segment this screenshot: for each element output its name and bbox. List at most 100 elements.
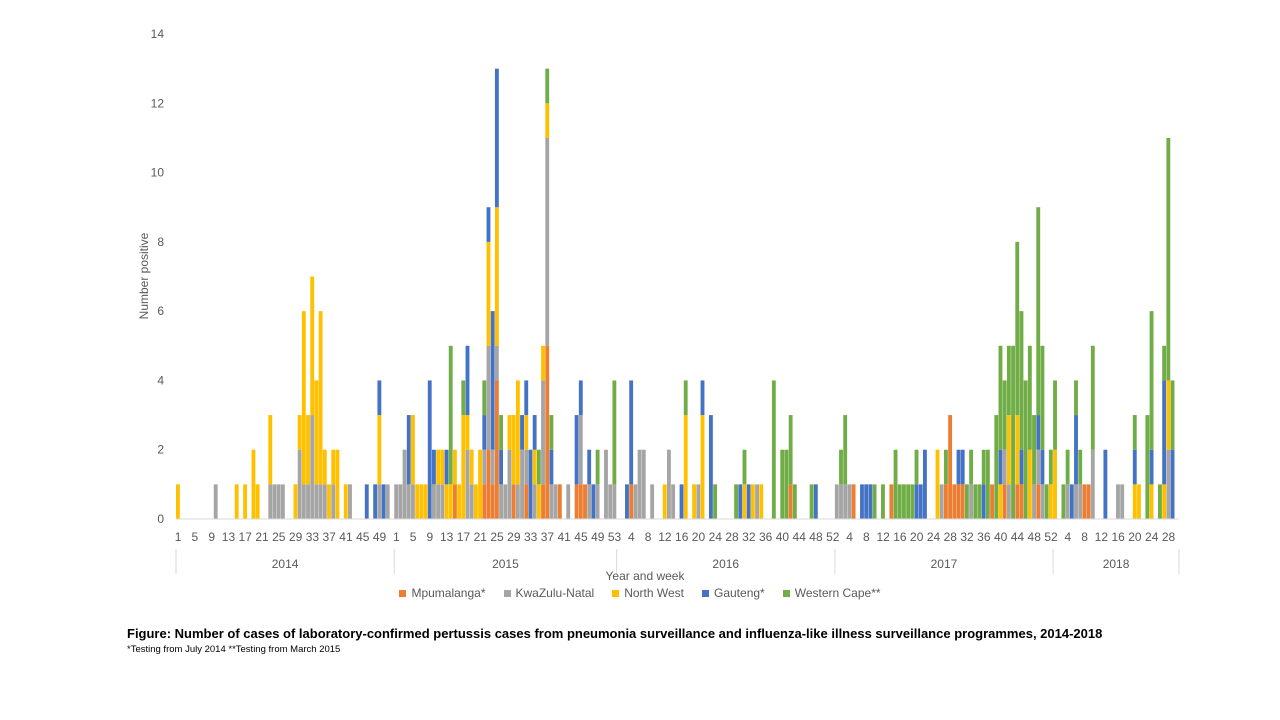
bar-segment xyxy=(868,484,873,519)
x-tick-label: 33 xyxy=(306,530,320,544)
x-tick-label: 33 xyxy=(524,530,538,544)
bar-segment xyxy=(494,380,499,519)
bar-segment xyxy=(176,484,180,519)
bar-segment xyxy=(482,449,487,485)
bar-segment xyxy=(1048,449,1053,485)
bar-segment xyxy=(906,484,911,519)
legend-item: KwaZulu-Natal xyxy=(389,586,595,600)
bar-segment xyxy=(385,484,390,519)
x-tick-label: 9 xyxy=(427,530,434,544)
bar-segment xyxy=(528,449,533,519)
x-tick-label: 20 xyxy=(1128,530,1142,544)
x-tick-label: 28 xyxy=(944,530,958,544)
x-tick-label: 41 xyxy=(558,530,572,544)
bar-segment xyxy=(322,449,327,485)
bar-segment xyxy=(448,345,453,485)
x-tick-label: 48 xyxy=(1028,530,1042,544)
bar-segment xyxy=(595,484,600,519)
bar-segment xyxy=(452,449,457,485)
bar-segment xyxy=(897,484,902,519)
bar-segment xyxy=(310,276,315,416)
bar-segment xyxy=(536,449,541,485)
bar-segment xyxy=(536,484,541,519)
x-tick-label: 4 xyxy=(1064,530,1071,544)
bar-segment xyxy=(700,415,705,519)
bar-segment xyxy=(692,484,697,519)
legend-item: Mpumalanga* xyxy=(399,586,486,600)
legend-label: Gauteng* xyxy=(714,586,765,600)
bar-segment xyxy=(587,484,592,519)
bar-segment xyxy=(318,484,323,519)
y-tick-label: 6 xyxy=(157,304,164,318)
bar-segment xyxy=(469,449,474,485)
bar-segment xyxy=(662,484,667,519)
bar-segment xyxy=(1170,380,1175,450)
bar-segment xyxy=(507,415,512,450)
legend-label: KwaZulu-Natal xyxy=(515,586,595,600)
y-tick-label: 10 xyxy=(151,166,165,180)
x-tick-label: 29 xyxy=(507,530,521,544)
bar-segment xyxy=(683,380,688,416)
bar-segment xyxy=(1027,449,1032,519)
bar-segment xyxy=(637,449,642,519)
bar-segment xyxy=(524,484,529,519)
bar-segment xyxy=(557,484,562,519)
bar-segment xyxy=(625,484,629,519)
x-axis-title: Year and week xyxy=(606,569,686,583)
bar-segment xyxy=(864,484,869,519)
x-tick-label: 8 xyxy=(1081,530,1088,544)
caption-note: *Testing from July 2014 **Testing from M… xyxy=(127,644,341,655)
bar-segment xyxy=(1074,415,1078,485)
bar-segment xyxy=(742,484,747,519)
bar-segment xyxy=(914,449,919,485)
x-tick-label: 24 xyxy=(1145,530,1159,544)
bar-segment xyxy=(545,345,550,519)
x-tick-label: 12 xyxy=(876,530,890,544)
bar-segment xyxy=(1116,484,1120,519)
bar-segment xyxy=(377,415,382,485)
bar-segment xyxy=(1019,311,1024,450)
bar-segment xyxy=(889,484,894,519)
bar-segment xyxy=(436,484,441,519)
bar-segment xyxy=(914,484,919,519)
bar-segment xyxy=(591,484,596,519)
bar-segment xyxy=(419,484,424,519)
bar-segment xyxy=(306,415,310,485)
bars xyxy=(176,68,1175,519)
bar-segment xyxy=(784,449,789,519)
bar-segment xyxy=(1040,449,1045,485)
legend-swatch xyxy=(782,589,790,597)
bar-segment xyxy=(1053,449,1057,519)
bar-segment xyxy=(990,484,995,519)
bar-segment xyxy=(465,345,470,416)
legend-label: Western Cape** xyxy=(794,586,881,600)
bar-segment xyxy=(482,415,487,450)
bar-segment xyxy=(583,484,587,519)
bar-segment xyxy=(272,484,277,519)
bar-segment xyxy=(297,449,302,519)
bar-segment xyxy=(994,415,999,519)
bar-segment xyxy=(545,137,550,346)
year-label: 2017 xyxy=(931,557,958,571)
bar-segment xyxy=(1103,449,1108,519)
bar-segment xyxy=(1061,484,1066,519)
x-tick-label: 49 xyxy=(373,530,387,544)
bar-segment xyxy=(314,380,319,485)
bar-segment xyxy=(373,484,378,519)
x-tick-label: 5 xyxy=(192,530,199,544)
bar-segment xyxy=(348,484,352,519)
bar-segment xyxy=(461,415,466,519)
bar-segment xyxy=(1044,484,1049,519)
bar-segment xyxy=(448,484,453,519)
bar-segment xyxy=(432,484,436,519)
bar-segment xyxy=(276,484,281,519)
bar-segment xyxy=(327,484,331,519)
bar-segment xyxy=(633,484,638,519)
bar-segment xyxy=(998,484,1003,519)
bar-segment xyxy=(1090,345,1095,450)
bar-segment xyxy=(746,484,751,519)
bar-segment xyxy=(494,68,499,208)
bar-segment xyxy=(478,449,483,519)
bar-segment xyxy=(981,484,986,519)
